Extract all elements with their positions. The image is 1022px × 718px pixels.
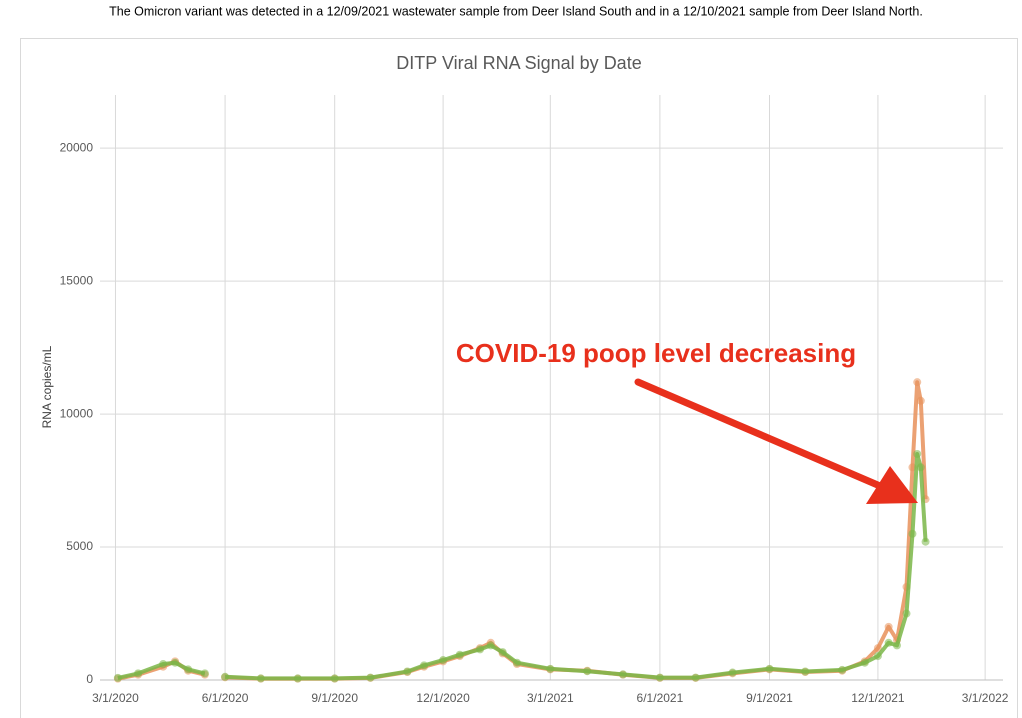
data-point	[498, 648, 507, 657]
data-point	[134, 669, 143, 678]
data-point	[200, 669, 209, 678]
arrow-head	[866, 466, 918, 504]
y-tick-label: 5000	[66, 539, 93, 553]
x-tick-label: 12/1/2021	[851, 691, 905, 705]
data-point	[330, 674, 339, 683]
data-point	[892, 641, 901, 650]
x-tick-label: 9/1/2020	[311, 691, 358, 705]
data-point	[113, 673, 122, 682]
y-tick-label: 10000	[60, 406, 94, 420]
x-tick-label: 12/1/2020	[416, 691, 470, 705]
y-axis-label: RNA copies/mL	[40, 345, 54, 428]
data-point	[512, 658, 521, 667]
data-point	[583, 667, 592, 676]
data-point	[546, 664, 555, 673]
chart-frame	[20, 38, 1018, 718]
data-point	[860, 658, 869, 667]
data-point	[873, 644, 882, 653]
data-point	[908, 529, 917, 538]
data-point	[184, 665, 193, 674]
data-point	[691, 673, 700, 682]
data-point	[884, 638, 893, 647]
data-point	[916, 463, 925, 472]
y-tick-label: 15000	[60, 273, 94, 287]
plot-area: 0 5000 10000 15000 20000 3/1/2020 6/1/2020 9/1/…	[60, 95, 1009, 705]
data-point	[293, 674, 302, 683]
data-point	[159, 660, 168, 669]
data-point	[838, 665, 847, 674]
data-point	[403, 667, 412, 676]
data-point	[728, 668, 737, 677]
x-tick-label: 3/1/2020	[92, 691, 139, 705]
data-point	[171, 658, 180, 667]
x-tick-label: 6/1/2021	[637, 691, 684, 705]
data-point	[420, 661, 429, 670]
data-point	[655, 673, 664, 682]
data-point	[439, 656, 448, 665]
chart-title: DITP Viral RNA Signal by Date	[396, 53, 641, 73]
data-point	[921, 537, 930, 546]
data-point	[765, 664, 774, 673]
annotation: COVID-19 poop level decreasing	[456, 338, 856, 368]
data-point	[884, 622, 893, 631]
y-tick-label: 20000	[60, 140, 94, 154]
header-note: The Omicron variant was detected in a 12…	[109, 4, 923, 18]
data-point	[873, 652, 882, 661]
data-point	[902, 609, 911, 618]
data-point	[916, 396, 925, 405]
data-point	[476, 645, 485, 654]
data-point	[221, 672, 230, 681]
data-point	[486, 641, 495, 650]
x-tick-label: 3/1/2022	[962, 691, 1009, 705]
data-point	[618, 670, 627, 679]
data-point	[913, 378, 922, 387]
x-tick-label: 9/1/2021	[746, 691, 793, 705]
y-tick-label: 0	[86, 672, 93, 686]
data-point	[801, 667, 810, 676]
data-point	[455, 650, 464, 659]
x-tick-label: 6/1/2020	[202, 691, 249, 705]
x-tick-label: 3/1/2021	[527, 691, 574, 705]
data-point	[366, 673, 375, 682]
data-point	[256, 674, 265, 683]
data-point	[913, 449, 922, 458]
arrow-shaft	[634, 378, 884, 490]
annotation-arrow	[634, 378, 918, 504]
